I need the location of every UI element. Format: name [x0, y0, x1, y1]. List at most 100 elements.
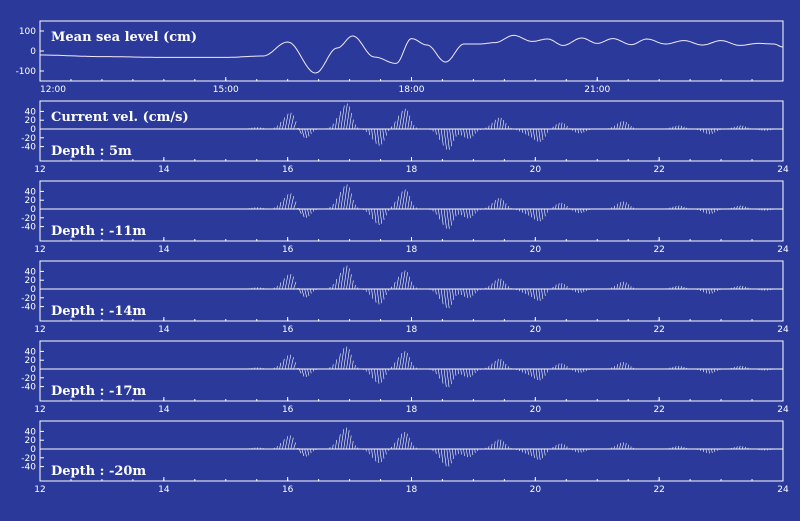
- current-vector-stick: [460, 368, 462, 375]
- current-vector-stick: [349, 112, 352, 130]
- current-vector-stick: [619, 201, 622, 210]
- current-y-tick-label: 40: [25, 427, 37, 437]
- current-vector-stick: [354, 284, 356, 290]
- current-vector-stick: [343, 265, 348, 290]
- current-vector-stick: [440, 128, 444, 146]
- current-vector-stick: [555, 364, 557, 370]
- current-vector-stick: [279, 202, 282, 210]
- current-vector-stick: [546, 448, 548, 453]
- current-vector-stick: [354, 365, 356, 370]
- current-vector-stick: [368, 208, 370, 215]
- current-vector-stick: [410, 281, 412, 290]
- current-vector-stick: [304, 208, 307, 218]
- current-vector-stick: [708, 288, 710, 294]
- current-vector-stick: [468, 128, 471, 139]
- current-x-tick-label: 18: [406, 165, 418, 175]
- current-vector-stick: [368, 128, 370, 136]
- current-vector-stick: [580, 208, 582, 214]
- current-vector-stick: [468, 208, 471, 218]
- current-vector-stick: [702, 288, 705, 293]
- current-x-tick-label: 12: [34, 245, 45, 255]
- current-vector-stick: [535, 368, 538, 381]
- current-vector-stick: [290, 115, 295, 130]
- current-y-tick-label: -40: [21, 383, 36, 393]
- current-vector-stick: [622, 121, 625, 130]
- current-vector-stick: [452, 368, 454, 380]
- current-vector-stick: [401, 189, 406, 210]
- current-vector-stick: [404, 110, 409, 130]
- current-vector-stick: [535, 288, 538, 301]
- current-vector-stick: [307, 128, 310, 137]
- current-vector-stick: [351, 280, 354, 290]
- current-vector-stick: [580, 288, 582, 293]
- current-vector-stick: [449, 208, 452, 226]
- current-vector-stick: [616, 364, 618, 370]
- current-vector-stick: [714, 368, 716, 373]
- current-vector-stick: [279, 362, 282, 370]
- current-vector-stick: [711, 448, 713, 454]
- current-vector-stick: [583, 208, 585, 213]
- current-vector-stick: [560, 283, 563, 290]
- current-vector-stick: [463, 368, 465, 377]
- current-vector-stick: [396, 115, 400, 130]
- current-x-axis-5m: 12 14 16 18 20 22 24: [34, 157, 789, 175]
- current-vector-stick: [452, 208, 455, 221]
- current-y-tick-label: 40: [25, 267, 37, 277]
- current-vector-stick: [557, 283, 560, 290]
- current-vector-stick: [538, 368, 541, 381]
- current-vector-stick: [443, 368, 447, 388]
- current-vector-stick: [466, 368, 468, 378]
- current-vector-stick: [404, 433, 408, 450]
- current-vector-stick: [379, 128, 383, 145]
- current-vector-stick: [337, 434, 341, 450]
- sea-level-y-tick-label: 0: [30, 47, 36, 57]
- current-vector-stick: [371, 368, 373, 379]
- current-vector-stick: [546, 288, 548, 293]
- current-x-axis-17m: 12 14 16 18 20 22 24: [34, 397, 789, 415]
- current-vector-stick: [438, 288, 440, 299]
- current-vector-stick: [351, 119, 354, 130]
- current-vector-stick: [346, 268, 350, 290]
- current-vector-stick: [544, 448, 546, 456]
- current-vector-stick: [708, 448, 710, 454]
- current-vector-stick: [622, 201, 625, 210]
- current-vector-stick: [385, 368, 387, 375]
- current-vector-stick: [613, 285, 615, 290]
- current-vector-stick: [580, 368, 582, 373]
- current-vector-stick: [496, 439, 499, 450]
- current-vector-stick: [677, 125, 680, 130]
- current-vector-stick: [438, 448, 440, 459]
- current-vector-stick: [474, 448, 476, 453]
- current-vector-stick: [454, 288, 457, 297]
- current-x-axis-14m: 12 14 16 18 20 22 24: [34, 317, 789, 335]
- current-vector-stick: [530, 448, 532, 457]
- current-vector-stick: [346, 430, 350, 450]
- current-vector-stick: [546, 128, 549, 133]
- current-vector-stick: [560, 363, 563, 370]
- current-vector-stick: [460, 448, 462, 455]
- current-y-tick-label: -40: [21, 143, 36, 153]
- current-vector-stick: [307, 448, 310, 456]
- current-vel-title: Current vel. (cm/s): [51, 110, 189, 125]
- current-vector-stick: [702, 368, 704, 373]
- current-vector-stick: [449, 448, 452, 464]
- current-vector-stick: [435, 368, 437, 375]
- current-vector-stick: [413, 365, 415, 370]
- current-vector-stick: [343, 427, 348, 450]
- current-vector-stick: [276, 125, 278, 130]
- current-vector-stick: [496, 278, 499, 290]
- current-vector-stick: [368, 448, 370, 455]
- current-vector-stick: [276, 205, 278, 210]
- current-vector-stick: [454, 368, 457, 376]
- current-vector-stick: [374, 368, 377, 383]
- current-vector-stick: [446, 208, 450, 229]
- current-vector-stick: [368, 368, 370, 375]
- sea-level-y-tick-label: 100: [19, 27, 36, 37]
- sea-level-line: [40, 34, 784, 74]
- current-vector-stick: [293, 201, 297, 210]
- current-vector-stick: [449, 128, 452, 147]
- current-vector-stick: [399, 352, 403, 370]
